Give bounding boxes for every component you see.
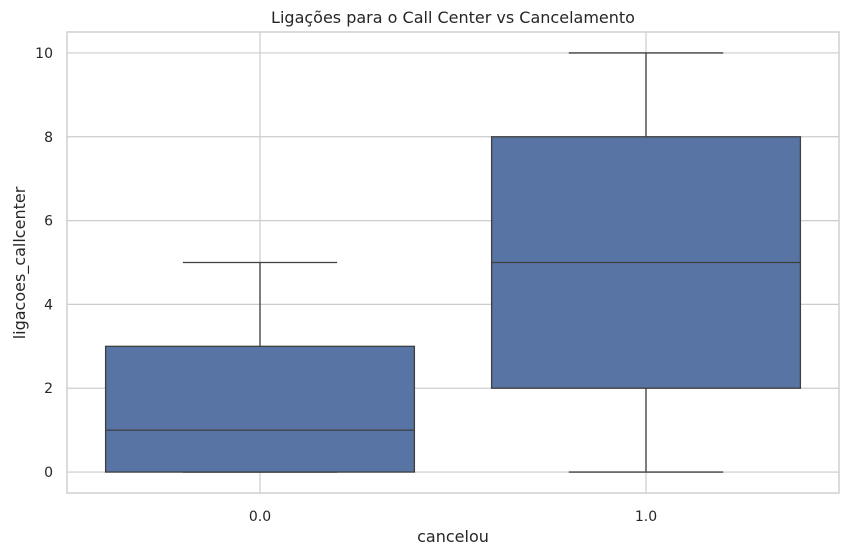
y-tick-label: 8 <box>44 130 53 146</box>
box-group <box>104 261 416 473</box>
x-tick-label: 1.0 <box>635 509 657 525</box>
y-tick-label: 10 <box>35 46 53 62</box>
y-axis-label: ligacoes_callcenter <box>10 186 30 339</box>
x-axis-label: cancelou <box>417 527 489 546</box>
boxes <box>104 52 802 473</box>
chart-title: Ligações para o Call Center vs Cancelame… <box>271 8 635 27</box>
y-tick-label: 0 <box>44 465 53 481</box>
y-tick-label: 6 <box>44 214 53 230</box>
x-tick-label: 0.0 <box>249 509 271 525</box>
iqr-box <box>104 345 416 473</box>
y-tick-labels: 0 2 4 6 8 10 <box>35 46 53 481</box>
y-tick-label: 4 <box>44 297 53 313</box>
plot-frame <box>66 31 840 494</box>
y-tick-label: 2 <box>44 381 53 397</box>
box-group <box>490 52 802 473</box>
x-tick-labels: 0.0 1.0 <box>249 509 657 525</box>
